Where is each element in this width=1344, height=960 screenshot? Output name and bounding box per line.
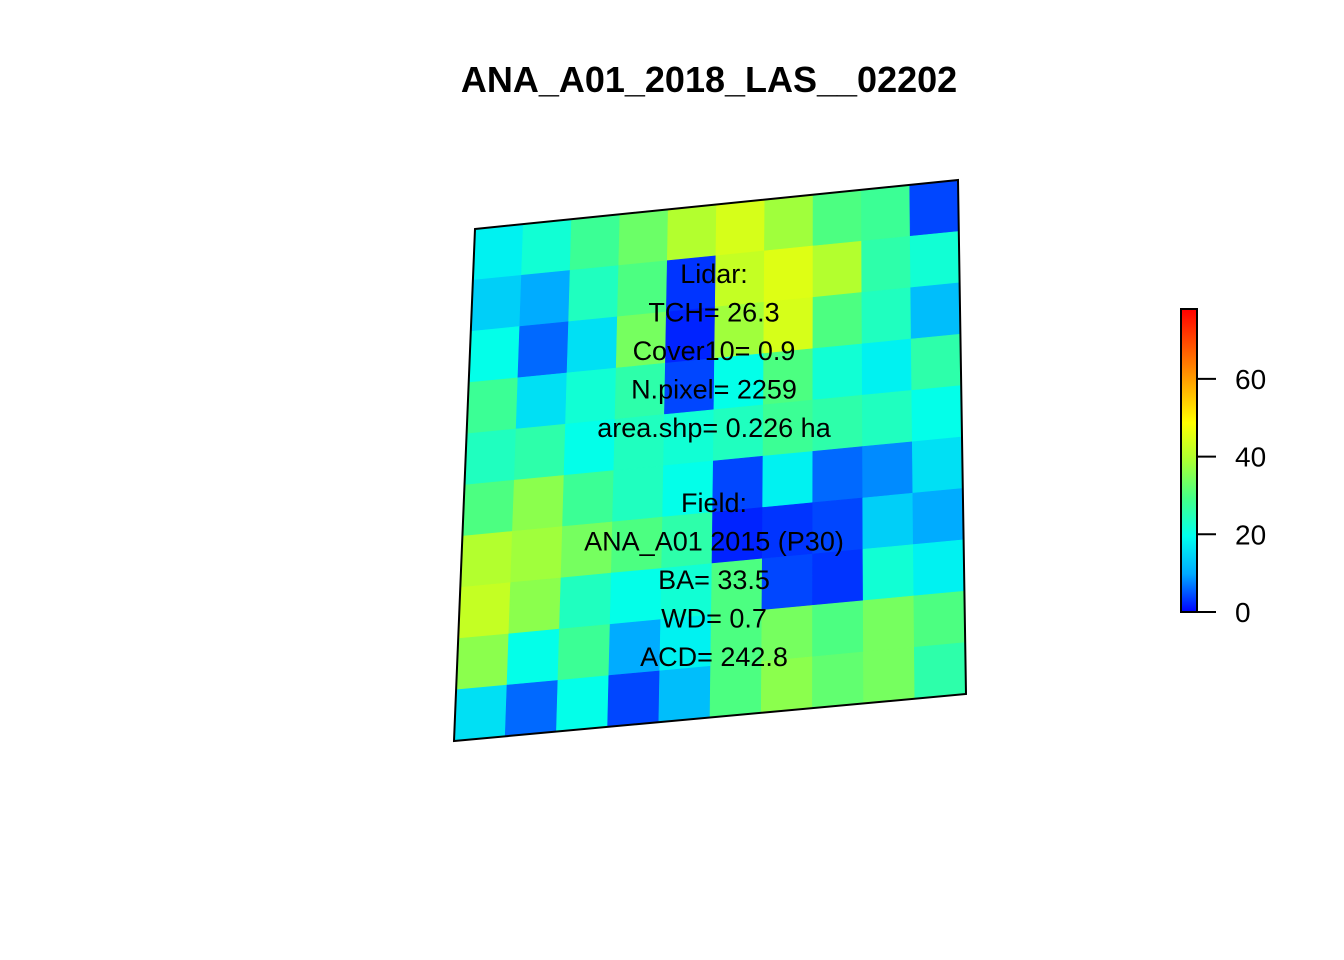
raster-cell (455, 633, 510, 691)
raster-cell (556, 675, 610, 732)
raster-cell (459, 531, 513, 588)
raster-cell (512, 475, 565, 532)
colorbar-tick-label: 20 (1235, 519, 1266, 550)
field-line: BA= 33.5 (658, 565, 770, 595)
raster-cell (466, 377, 519, 435)
raster-cell (504, 680, 559, 737)
raster-cell (521, 218, 572, 276)
raster-cell (910, 333, 962, 391)
field-line: Field: (681, 488, 747, 518)
raster-cell (515, 372, 568, 430)
raster-cell (508, 577, 562, 635)
raster-cell (506, 628, 560, 686)
colorbar-tick-label: 40 (1235, 442, 1266, 473)
raster-cell (909, 231, 960, 289)
raster-cell (763, 245, 814, 303)
raster-cell (468, 326, 521, 383)
raster-cell (472, 223, 524, 281)
raster-cell (517, 321, 569, 379)
raster-cell (862, 441, 914, 499)
raster-cell (666, 204, 717, 262)
colorbar-legend: 0 20 40 60 (1180, 308, 1266, 628)
raster-cell (812, 600, 864, 658)
raster-cell (464, 428, 517, 486)
raster-cell (513, 423, 566, 481)
raster-cell (812, 189, 862, 247)
colorbar-tick-label: 60 (1235, 364, 1266, 395)
lidar-line: area.shp= 0.226 ha (597, 413, 831, 443)
field-line: ACD= 242.8 (640, 642, 788, 672)
raster-cell (861, 287, 912, 345)
raster-cell (913, 590, 966, 648)
raster-cell (861, 184, 911, 242)
raster-cell (911, 385, 963, 443)
raster-cell (862, 492, 914, 550)
raster-cell (557, 624, 611, 681)
raster-cell (510, 526, 563, 583)
raster-cell (812, 292, 863, 350)
field-line: ANA_A01 2015 (P30) (584, 527, 844, 557)
raster-cell (566, 316, 618, 374)
raster-cell (519, 270, 571, 327)
raster-cell (912, 488, 964, 545)
raster-cell (658, 665, 711, 723)
raster-cell (569, 213, 621, 271)
lidar-line: Lidar: (680, 259, 748, 289)
raster-cell (470, 274, 522, 332)
raster-cell (910, 282, 961, 340)
raster-heatmap (453, 179, 967, 742)
raster-cell (462, 479, 515, 537)
plot-boundary (452, 178, 968, 743)
raster-cell (562, 470, 615, 527)
lidar-annotation: Lidar: TCH= 26.3 Cover10= 0.9 N.pixel= 2259… (597, 259, 831, 443)
raster-cell (618, 209, 669, 266)
raster-cell (612, 465, 664, 523)
raster-cell (762, 451, 814, 508)
raster-cell (812, 240, 863, 298)
lidar-line: Cover10= 0.9 (633, 336, 796, 366)
raster-cell (764, 194, 814, 252)
raster-cell (861, 235, 912, 293)
raster-cell (812, 548, 864, 606)
raster-cell (909, 179, 960, 237)
raster-cell (913, 642, 967, 700)
raster-cell (607, 670, 661, 728)
raster-cell (861, 338, 913, 396)
raster-cell (453, 684, 508, 742)
raster-cell (912, 539, 965, 597)
chart-title: ANA_A01_2018_LAS__02202 (461, 59, 957, 100)
raster-cell (457, 582, 511, 639)
lidar-line: TCH= 26.3 (648, 298, 779, 328)
raster-cell (863, 646, 916, 704)
raster-cell (812, 446, 864, 504)
colorbar-gradient (1180, 308, 1198, 613)
raster-cell (568, 265, 620, 323)
raster-cell (911, 436, 964, 494)
lidar-line: N.pixel= 2259 (631, 375, 797, 405)
raster-cell (862, 544, 915, 602)
field-line: WD= 0.7 (661, 604, 767, 634)
field-annotation: Field: ANA_A01 2015 (P30) BA= 33.5 WD= 0.7 A… (584, 488, 844, 672)
raster-cell (559, 572, 612, 630)
raster-cell (812, 343, 863, 401)
raster-cell (862, 595, 915, 653)
raster-cell (609, 568, 662, 625)
raster-cell (861, 390, 913, 447)
raster-cell (715, 199, 766, 257)
raster-cell (812, 651, 864, 709)
colorbar-tick-label: 0 (1235, 597, 1251, 628)
